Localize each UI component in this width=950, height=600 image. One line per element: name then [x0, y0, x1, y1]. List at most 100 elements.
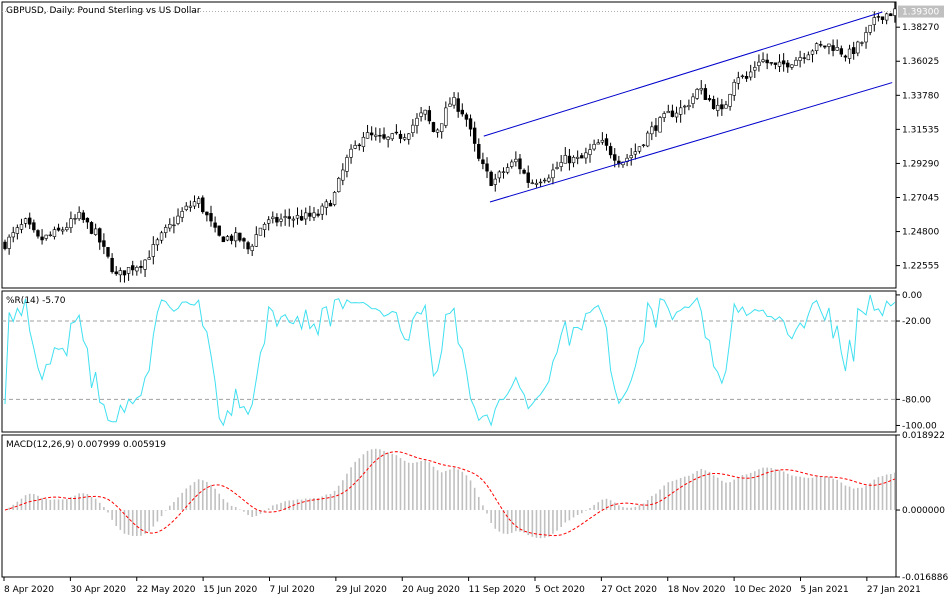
- candle: [258, 227, 263, 236]
- candle-body: [85, 217, 90, 223]
- candle: [159, 230, 164, 244]
- time-tick-label: 27 Jan 2021: [867, 585, 921, 595]
- candle-body: [538, 181, 543, 184]
- candle: [452, 92, 456, 109]
- macd-signal-line[interactable]: [4, 451, 896, 537]
- candle: [522, 168, 526, 175]
- candle-body: [73, 218, 77, 220]
- candle: [299, 209, 304, 221]
- candle-body: [613, 154, 617, 161]
- candle-body: [485, 163, 489, 172]
- candle: [592, 139, 596, 151]
- candle: [724, 100, 728, 109]
- candle-body: [201, 197, 205, 213]
- price-pane[interactable]: GBPUSD, Daily: Pound Sterling vs US Doll…: [1, 1, 944, 289]
- price-tick-label: 1.29290: [902, 159, 939, 169]
- candle-body: [122, 270, 127, 276]
- candle-body: [225, 236, 230, 241]
- candle: [514, 151, 518, 167]
- candle-body: [765, 59, 769, 64]
- candle: [835, 39, 839, 51]
- candle: [131, 260, 135, 276]
- candle: [312, 207, 316, 221]
- candle: [168, 218, 172, 232]
- candle: [118, 267, 123, 283]
- candle: [489, 170, 493, 186]
- candle-body: [703, 88, 708, 100]
- candle: [250, 243, 254, 257]
- time-tick-label: 5 Oct 2020: [535, 585, 585, 595]
- candle-body: [139, 265, 143, 268]
- candle-body: [328, 202, 333, 207]
- candle-body: [48, 234, 53, 237]
- candle: [707, 94, 712, 102]
- candle: [365, 124, 370, 139]
- channel-upper-line[interactable]: [483, 11, 883, 137]
- candle: [361, 132, 366, 152]
- candle: [596, 139, 600, 145]
- candle-body: [534, 182, 539, 185]
- candle-body: [374, 134, 378, 137]
- candle-body: [398, 133, 403, 139]
- candle-body: [477, 144, 481, 159]
- candle: [81, 210, 85, 223]
- candle-body: [868, 24, 872, 33]
- candle: [823, 45, 827, 49]
- candle-body: [559, 162, 563, 167]
- candle-body: [180, 211, 184, 218]
- candle: [106, 247, 110, 259]
- candle-body: [291, 218, 296, 221]
- candle-body: [650, 126, 654, 135]
- candle: [740, 74, 745, 79]
- candle: [777, 54, 782, 72]
- candle: [876, 13, 881, 22]
- williams-r-pane[interactable]: %R(14) -5.70 0.00 -20.00 -80.00 -100.00: [1, 290, 937, 433]
- candle-body: [761, 59, 765, 62]
- time-axis: 8 Apr 2020 30 Apr 2020 22 May 2020 15 Jun 2…: [3, 577, 921, 595]
- candle-body: [275, 217, 279, 223]
- candle: [678, 100, 683, 123]
- candle: [847, 44, 852, 64]
- candle: [221, 236, 226, 243]
- candle: [209, 205, 213, 227]
- candle-body: [584, 152, 588, 159]
- candle: [65, 222, 69, 232]
- candle-body: [271, 216, 275, 219]
- candle: [790, 64, 794, 70]
- candle: [526, 165, 530, 188]
- wr-plot-frame: [1, 290, 897, 433]
- candle: [559, 155, 563, 172]
- price-plot-frame: [1, 1, 897, 289]
- channel-lower-line[interactable]: [489, 82, 893, 203]
- candle-body: [468, 118, 473, 130]
- candle: [728, 93, 732, 111]
- candle-body: [213, 222, 217, 228]
- candle-body: [687, 105, 691, 108]
- candle: [246, 240, 250, 255]
- candle: [163, 224, 168, 238]
- candle-body: [172, 224, 176, 227]
- candle-body: [489, 171, 493, 186]
- candle: [320, 203, 324, 220]
- candle: [139, 260, 143, 274]
- candle: [279, 213, 283, 227]
- candle: [262, 222, 267, 238]
- candle: [819, 40, 823, 48]
- candle-body: [60, 229, 65, 232]
- candle-body: [176, 215, 180, 224]
- candle-body: [332, 192, 337, 205]
- candle-body: [106, 247, 110, 257]
- candle-body: [266, 219, 271, 224]
- macd-pane[interactable]: MACD(12,26,9) 0.007999 0.005919 0.018922 0…: [1, 431, 948, 583]
- candle-body: [361, 136, 366, 147]
- candle: [666, 104, 670, 114]
- wr-line[interactable]: [4, 294, 896, 427]
- candle-body: [732, 82, 736, 96]
- wr-tick-label: -100.00: [902, 421, 937, 431]
- candle-body: [781, 60, 786, 65]
- candle: [36, 229, 40, 239]
- candle: [382, 127, 386, 140]
- candle: [555, 161, 559, 170]
- candle: [567, 148, 572, 171]
